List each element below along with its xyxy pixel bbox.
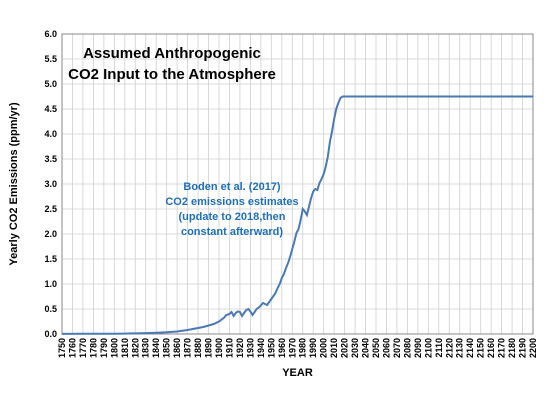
y-tick-label: 4.0 <box>44 129 57 139</box>
emissions-series-line <box>61 95 533 335</box>
x-tick-label: 1800 <box>109 338 119 358</box>
grid-lines <box>61 33 534 335</box>
x-tick-label: 2080 <box>402 338 412 358</box>
x-tick-label: 1840 <box>151 338 161 358</box>
chart-title: Assumed Anthropogenic CO2 Input to the At… <box>68 45 276 83</box>
x-tick-label: 1850 <box>162 338 172 358</box>
chart-title-line: CO2 Input to the Atmosphere <box>68 66 276 83</box>
x-tick-labels: 1750 1760 1770 1780 1790 1800 1810 1820 1830 1840… <box>57 338 538 358</box>
x-tick-label: 1760 <box>67 338 77 358</box>
x-tick-label: 1910 <box>224 338 234 358</box>
x-tick-label: 2040 <box>361 338 371 358</box>
x-tick-label: 1870 <box>183 338 193 358</box>
annotation-line: (update to 2018,then <box>179 211 286 223</box>
chart-title-line: Assumed Anthropogenic <box>83 45 261 62</box>
y-tick-label: 3.5 <box>44 154 57 164</box>
annotation-line: Boden et al. (2017) <box>183 181 281 193</box>
x-tick-label: 2160 <box>486 338 496 358</box>
y-axis-label: Yearly CO2 Emissions (ppm/yr) <box>8 102 20 266</box>
y-tick-label: 4.5 <box>44 104 57 114</box>
annotation-line: constant afterward) <box>181 226 283 238</box>
y-tick-label: 2.0 <box>44 229 57 239</box>
x-tick-label: 2100 <box>423 338 433 358</box>
x-tick-label: 1890 <box>204 338 214 358</box>
plot-frame <box>61 33 534 335</box>
x-tick-label: 2200 <box>528 338 538 358</box>
x-tick-label: 2020 <box>340 338 350 358</box>
annotation-line: CO2 emissions estimates <box>165 196 298 208</box>
x-tick-label: 2090 <box>413 338 423 358</box>
x-tick-label: 1960 <box>277 338 287 358</box>
y-tick-label: 1.0 <box>44 279 57 289</box>
x-tick-label: 2030 <box>350 338 360 358</box>
x-axis-label: YEAR <box>282 367 313 379</box>
x-tick-label: 1920 <box>235 338 245 358</box>
y-tick-label: 2.5 <box>44 204 57 214</box>
x-tick-label: 1820 <box>130 338 140 358</box>
chart-annotation: Boden et al. (2017) CO2 emissions estimat… <box>165 181 298 238</box>
x-tick-label: 2150 <box>476 338 486 358</box>
x-tick-label: 1970 <box>287 338 297 358</box>
x-tick-label: 2050 <box>371 338 381 358</box>
x-tick-label: 2140 <box>465 338 475 358</box>
x-tick-label: 1980 <box>298 338 308 358</box>
y-tick-label: 0.5 <box>44 304 57 314</box>
x-tick-label: 2170 <box>497 338 507 358</box>
x-tick-label: 1950 <box>266 338 276 358</box>
y-tick-label: 1.5 <box>44 254 57 264</box>
x-tick-label: 2190 <box>518 338 528 358</box>
x-tick-label: 1830 <box>141 338 151 358</box>
x-tick-label: 2180 <box>507 338 517 358</box>
y-tick-label: 5.5 <box>44 54 57 64</box>
x-tick-label: 2060 <box>381 338 391 358</box>
x-tick-label: 2000 <box>319 338 329 358</box>
x-tick-label: 1940 <box>256 338 266 358</box>
y-tick-labels: 0.0 0.5 1.0 1.5 2.0 2.5 3.0 3.5 4.0 4.5 5.0 5.5 6.0 <box>44 29 57 339</box>
x-tick-label: 2010 <box>329 338 339 358</box>
x-tick-label: 1770 <box>78 338 88 358</box>
x-tick-label: 1790 <box>99 338 109 358</box>
x-tick-label: 2070 <box>392 338 402 358</box>
x-tick-label: 2120 <box>444 338 454 358</box>
x-tick-label: 1750 <box>57 338 67 358</box>
x-tick-label: 1930 <box>245 338 255 358</box>
x-tick-label: 1990 <box>308 338 318 358</box>
x-tick-label: 1880 <box>193 338 203 358</box>
x-tick-label: 1860 <box>172 338 182 358</box>
x-tick-label: 1810 <box>120 338 130 358</box>
x-tick-label: 1900 <box>214 338 224 358</box>
x-tick-label: 2130 <box>455 338 465 358</box>
y-tick-label: 6.0 <box>44 29 57 39</box>
y-tick-label: 0.0 <box>44 329 57 339</box>
y-tick-label: 5.0 <box>44 79 57 89</box>
x-tick-label: 2110 <box>434 338 444 358</box>
x-tick-label: 1780 <box>88 338 98 358</box>
y-tick-label: 3.0 <box>44 179 57 189</box>
